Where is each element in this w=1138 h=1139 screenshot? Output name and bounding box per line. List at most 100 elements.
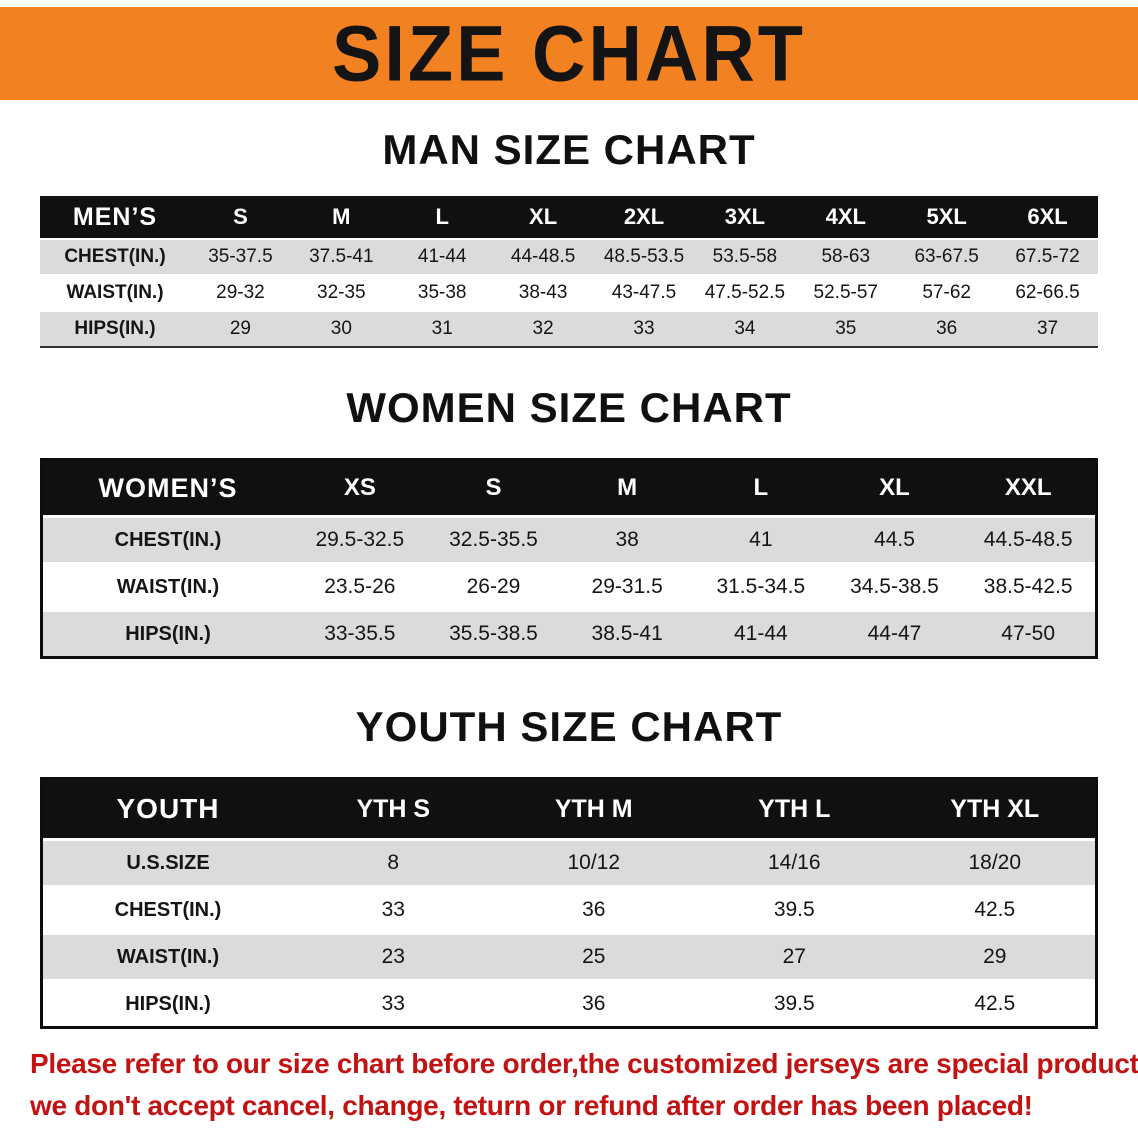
cell-value: 38 [615, 528, 639, 551]
table-corner-label: MEN’S [72, 202, 158, 231]
table-header-row: YOUTH YTH S YTH M YTH L YTH XL [43, 780, 1095, 838]
table-header-row: WOMEN’S XS S M L XL XXL [43, 461, 1095, 515]
row-label: CHEST(IN.) [64, 246, 166, 267]
youth-section-heading: YOUTH SIZE CHART [355, 703, 783, 750]
cell-value: 44-47 [867, 622, 922, 645]
table-row: U.S.SIZE 8 10/12 14/16 18/20 [43, 841, 1095, 885]
cell-value: 31.5-34.5 [716, 575, 806, 598]
table-row: WAIST(IN.) 23.5-26 26-29 29-31.5 31.5-34.5 34… [43, 565, 1095, 609]
disclaimer-line-1: Please refer to our size chart before or… [30, 1048, 1138, 1079]
cell-value: 53.5-58 [712, 246, 778, 267]
cell-value: 33 [381, 992, 405, 1015]
cell-value: 67.5-72 [1015, 246, 1080, 267]
cell-value: 58-63 [821, 246, 871, 267]
cell-value: 41-44 [733, 622, 788, 645]
cell-value: 8 [387, 851, 400, 874]
table-header-row: MEN’S S M L XL 2XL 3XL 4XL 5XL 6XL [40, 196, 1098, 238]
cell-value: 36 [582, 898, 606, 921]
cell-value: 41 [749, 528, 773, 551]
table-row: WAIST(IN.) 23 25 27 29 [43, 935, 1095, 979]
row-label: CHEST(IN.) [114, 528, 222, 551]
column-header: L [435, 204, 449, 229]
cell-value: 18/20 [968, 851, 1022, 874]
size-chart-page: SIZE CHART MAN SIZE CHART MEN’S S M L XL 2XL 3… [0, 7, 1138, 1127]
cell-value: 35-37.5 [208, 246, 273, 267]
cell-value: 48.5-53.5 [603, 246, 685, 267]
cell-value: 43-47.5 [611, 282, 677, 303]
cell-value: 38-43 [518, 282, 568, 303]
cell-value: 31 [431, 318, 453, 339]
column-header: 6XL [1027, 204, 1068, 229]
row-label: HIPS(IN.) [125, 622, 211, 645]
page-title: SIZE CHART [332, 9, 806, 98]
cell-value: 34.5-38.5 [850, 575, 939, 598]
cell-value: 33 [381, 898, 405, 921]
disclaimer-line-2: we don't accept cancel, change, teturn o… [30, 1090, 1033, 1121]
cell-value: 44.5 [874, 528, 915, 551]
cell-value: 39.5 [773, 992, 815, 1015]
men-section-heading: MAN SIZE CHART [382, 126, 756, 173]
cell-value: 47-50 [1001, 622, 1056, 645]
cell-value: 41-44 [417, 246, 467, 267]
column-header: XL [529, 204, 558, 229]
cell-value: 39.5 [773, 898, 815, 921]
women-section: WOMEN SIZE CHART WOMEN’S XS S M L XL XXL CHEST(… [0, 384, 1138, 659]
men-size-table: MEN’S S M L XL 2XL 3XL 4XL 5XL 6XL CHEST(IN.) 35-37… [40, 196, 1098, 348]
table-row: CHEST(IN.) 35-37.5 37.5-41 41-44 44-48.5 48.5… [40, 240, 1098, 274]
men-section: MAN SIZE CHART MEN’S S M L XL 2XL 3XL 4XL 5XL 6XL… [0, 126, 1138, 348]
cell-value: 57-62 [922, 282, 971, 303]
column-header: S [233, 204, 248, 229]
column-header: 5XL [926, 204, 967, 229]
column-header: 4XL [825, 204, 866, 229]
cell-value: 29 [229, 318, 251, 339]
banner: SIZE CHART [0, 7, 1138, 100]
cell-value: 34 [734, 318, 756, 339]
cell-value: 36 [936, 318, 958, 339]
youth-size-table: YOUTH YTH S YTH M YTH L YTH XL U.S.SIZE 8 10/12… [40, 777, 1098, 1029]
table-row: HIPS(IN.) 33 36 39.5 42.5 [43, 982, 1095, 1026]
cell-value: 35-38 [417, 282, 467, 303]
column-header: YTH S [356, 794, 431, 823]
column-header: 2XL [623, 204, 665, 229]
table-corner-label: WOMEN’S [98, 472, 238, 503]
cell-value: 44.5-48.5 [983, 528, 1073, 551]
cell-value: 38.5-41 [591, 622, 663, 645]
table-row: CHEST(IN.) 29.5-32.5 32.5-35.5 38 41 44.5 44.5… [43, 518, 1095, 562]
cell-value: 35.5-38.5 [449, 622, 538, 645]
cell-value: 52.5-57 [813, 282, 878, 303]
cell-value: 25 [582, 945, 606, 968]
table-row: HIPS(IN.) 33-35.5 35.5-38.5 38.5-41 41-44 44-… [43, 612, 1095, 656]
cell-value: 29 [983, 945, 1007, 968]
disclaimer: Please refer to our size chart before or… [0, 1043, 1138, 1127]
cell-value: 63-67.5 [914, 246, 979, 267]
column-header: M [617, 474, 638, 501]
table-row: HIPS(IN.) 29 30 31 32 33 34 35 36 37 [40, 312, 1098, 346]
row-label: WAIST(IN.) [116, 575, 220, 598]
row-label: WAIST(IN.) [66, 282, 164, 303]
cell-value: 37.5-41 [309, 246, 374, 267]
column-header: YTH L [758, 794, 831, 823]
table-row: CHEST(IN.) 33 36 39.5 42.5 [43, 888, 1095, 932]
cell-value: 14/16 [767, 851, 821, 874]
column-header: 3XL [724, 204, 766, 229]
cell-value: 38.5-42.5 [983, 575, 1073, 598]
cell-value: 29-32 [216, 282, 265, 303]
cell-value: 23 [381, 945, 405, 968]
row-label: U.S.SIZE [126, 851, 210, 874]
table-row: WAIST(IN.) 29-32 32-35 35-38 38-43 43-47.5 47.… [40, 276, 1098, 310]
cell-value: 32.5-35.5 [449, 528, 538, 551]
column-header: L [753, 474, 769, 501]
cell-value: 35 [835, 318, 857, 339]
cell-value: 36 [582, 992, 606, 1015]
column-header: M [332, 204, 351, 229]
cell-value: 23.5-26 [324, 575, 396, 598]
cell-value: 32-35 [317, 282, 366, 303]
cell-value: 33-35.5 [324, 622, 396, 645]
cell-value: 47.5-52.5 [704, 282, 786, 303]
cell-value: 27 [782, 945, 806, 968]
cell-value: 30 [330, 318, 352, 339]
cell-value: 37 [1036, 318, 1059, 339]
cell-value: 33 [633, 318, 655, 339]
cell-value: 26-29 [466, 575, 521, 598]
women-section-heading: WOMEN SIZE CHART [346, 384, 792, 431]
